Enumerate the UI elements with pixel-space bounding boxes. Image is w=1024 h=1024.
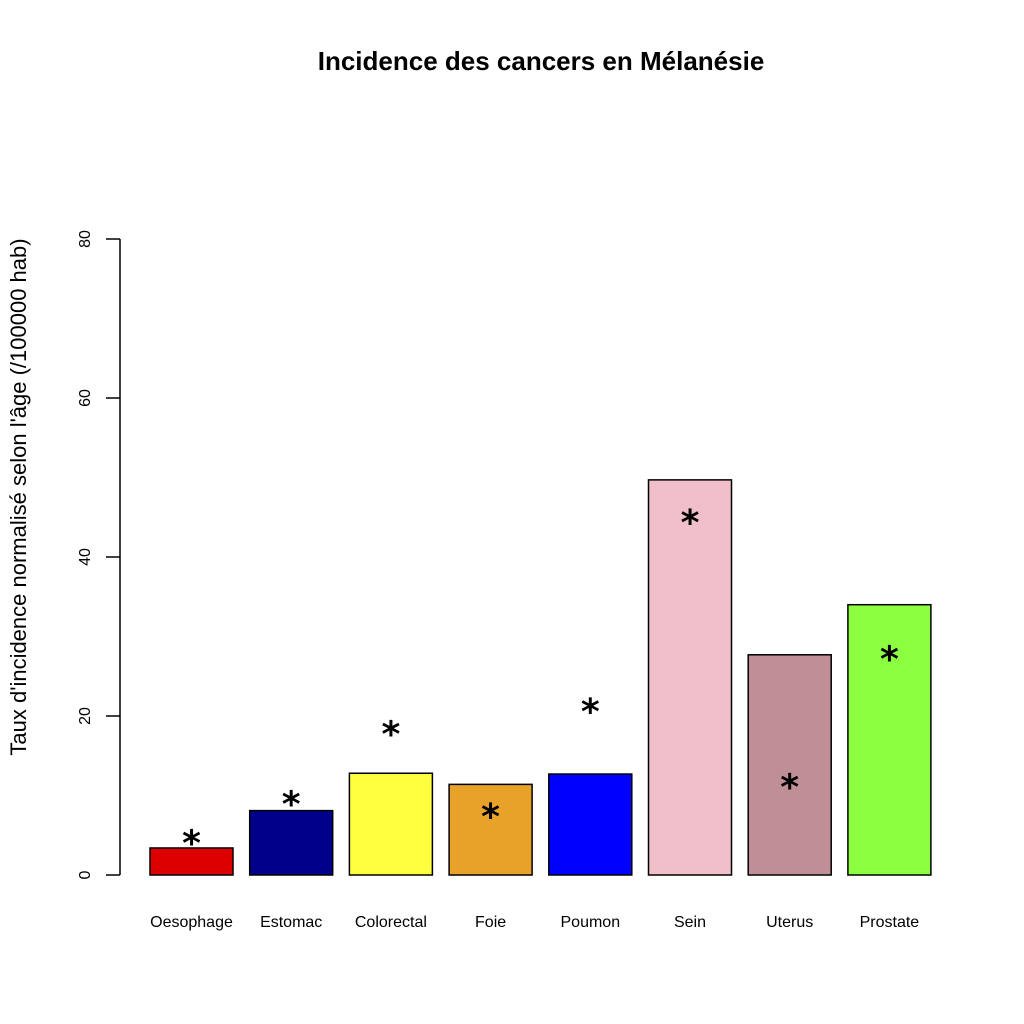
x-axis-labels: Oesophage Estomac Colorectal Foie Poumon Sein… bbox=[150, 914, 919, 931]
bar-colorectal bbox=[348, 772, 434, 876]
x-tick-label: Uterus bbox=[766, 914, 813, 931]
bars bbox=[149, 479, 932, 876]
significance-star: * bbox=[681, 503, 700, 544]
y-axis: 0 20 40 60 80 bbox=[77, 230, 121, 879]
y-tick-label: 40 bbox=[77, 548, 94, 566]
y-tick-label: 80 bbox=[77, 230, 94, 248]
significance-star: * bbox=[880, 640, 899, 681]
x-tick-label: Colorectal bbox=[355, 914, 427, 931]
significance-star: * bbox=[581, 692, 600, 733]
bar-uterus bbox=[747, 654, 832, 876]
chart-title: Incidence des cancers en Mélanésie bbox=[318, 46, 765, 76]
significance-star: * bbox=[282, 784, 301, 825]
x-tick-label: Estomac bbox=[260, 914, 322, 931]
bar-oesophage bbox=[149, 847, 234, 876]
x-tick-label: Oesophage bbox=[150, 914, 233, 931]
bar-poumon bbox=[548, 773, 633, 876]
significance-markers: * * * * * * * * bbox=[182, 503, 899, 864]
x-tick-label: Foie bbox=[475, 914, 506, 931]
significance-star: * bbox=[381, 714, 400, 755]
x-tick-label: Sein bbox=[674, 914, 706, 931]
bar-foie bbox=[448, 783, 533, 876]
y-axis-label: Taux d'incidence normalisé selon l'âge (… bbox=[6, 238, 31, 755]
x-tick-label: Poumon bbox=[561, 914, 621, 931]
x-tick-label: Prostate bbox=[860, 914, 920, 931]
y-tick-label: 0 bbox=[77, 870, 94, 879]
bar-sein bbox=[647, 479, 733, 876]
y-tick-label: 20 bbox=[77, 707, 94, 725]
significance-star: * bbox=[780, 768, 799, 809]
y-tick-label: 60 bbox=[77, 389, 94, 407]
bar-estomac bbox=[248, 809, 334, 876]
significance-star: * bbox=[481, 797, 500, 838]
bar-prostate bbox=[847, 603, 932, 876]
significance-star: * bbox=[182, 823, 201, 864]
